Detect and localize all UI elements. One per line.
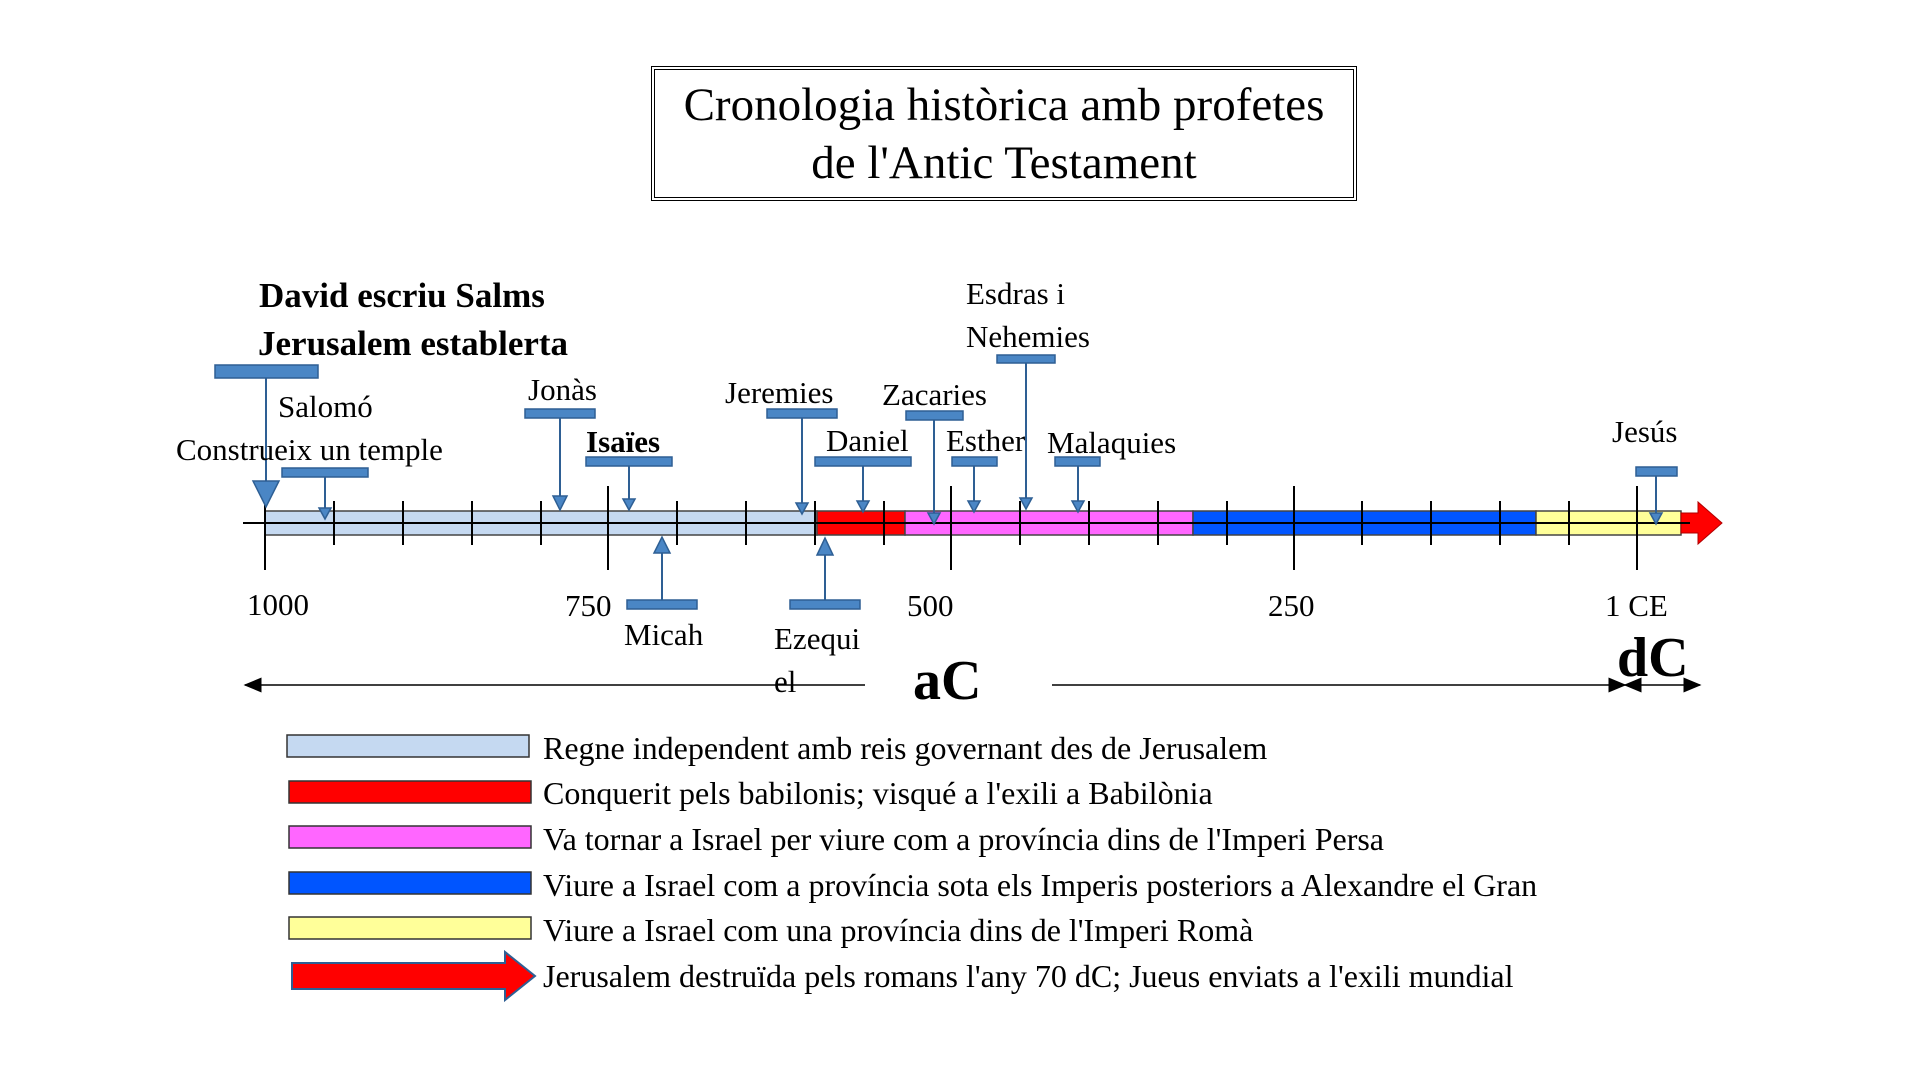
- label-esdras-line1: Esdras i: [966, 276, 1066, 311]
- event-markers: [214, 354, 1678, 610]
- label-isaies: Isaïes: [586, 424, 661, 459]
- marker-esdras: [996, 354, 1056, 364]
- tick-label-250: 250: [1268, 588, 1315, 623]
- label-ezequiel-line2: el: [774, 664, 797, 699]
- legend-text-persia: Va tornar a Israel per viure com a proví…: [543, 821, 1384, 857]
- label-salomo-line2: Construeix un temple: [176, 432, 443, 467]
- label-daniel: Daniel: [826, 423, 909, 458]
- label-jonas: Jonàs: [528, 372, 597, 407]
- legend-swatch-alexander: [288, 871, 532, 895]
- marker-jonas: [524, 408, 596, 419]
- marker-david-arrow: [251, 480, 281, 509]
- title-box: Cronologia històrica amb profetes de l'A…: [651, 66, 1357, 201]
- legend-swatch-independent: [286, 734, 530, 758]
- label-micah: Micah: [624, 617, 704, 652]
- era-label-bc: aC: [913, 650, 982, 712]
- segment-exile-arrow: [1680, 500, 1723, 546]
- legend-swatch-rome: [288, 916, 532, 940]
- label-esther: Esther: [946, 423, 1026, 458]
- label-esdras-line2: Nehemies: [966, 319, 1090, 354]
- label-zacaries: Zacaries: [882, 377, 987, 412]
- era-label-ad: dC: [1617, 627, 1689, 689]
- legend-text-independent: Regne independent amb reis governant des…: [543, 730, 1268, 766]
- legend-swatch-exile-arrow: [291, 949, 537, 1003]
- major-ticks: [264, 486, 1638, 570]
- marker-david: [214, 364, 319, 379]
- legend-swatch-babylon: [288, 780, 532, 804]
- legend-swatches: [286, 734, 537, 1003]
- legend-text-alexander: Viure a Israel com a província sota els …: [543, 867, 1538, 903]
- marker-micah: [626, 599, 698, 610]
- diagram-title: Cronologia històrica amb profetes de l'A…: [683, 78, 1325, 189]
- label-ezequiel-line1: Ezequi: [774, 621, 861, 656]
- legend-text-exile: Jerusalem destruïda pels romans l'any 70…: [543, 958, 1514, 994]
- label-david-line1: David escriu Salms: [259, 276, 545, 315]
- marker-jesus: [1635, 466, 1678, 477]
- tick-label-500: 500: [907, 588, 954, 623]
- marker-ezequiel: [789, 599, 861, 610]
- legend-text-babylon: Conquerit pels babilonis; visqué a l'exi…: [543, 775, 1213, 811]
- label-salomo-line1: Salomó: [278, 389, 373, 424]
- tick-label-1ce: 1 CE: [1605, 588, 1668, 623]
- label-jesus: Jesús: [1612, 414, 1678, 449]
- label-jeremies: Jeremies: [725, 375, 834, 410]
- legend-text-rome: Viure a Israel com una província dins de…: [543, 912, 1254, 948]
- label-david-line2: Jerusalem establerta: [258, 324, 569, 363]
- tick-label-1000: 1000: [247, 587, 309, 622]
- tick-label-750: 750: [565, 588, 612, 623]
- minor-ticks: [333, 501, 1570, 545]
- marker-salomo: [281, 467, 369, 478]
- legend-swatch-persia: [288, 825, 532, 849]
- label-malaquies: Malaquies: [1047, 425, 1177, 460]
